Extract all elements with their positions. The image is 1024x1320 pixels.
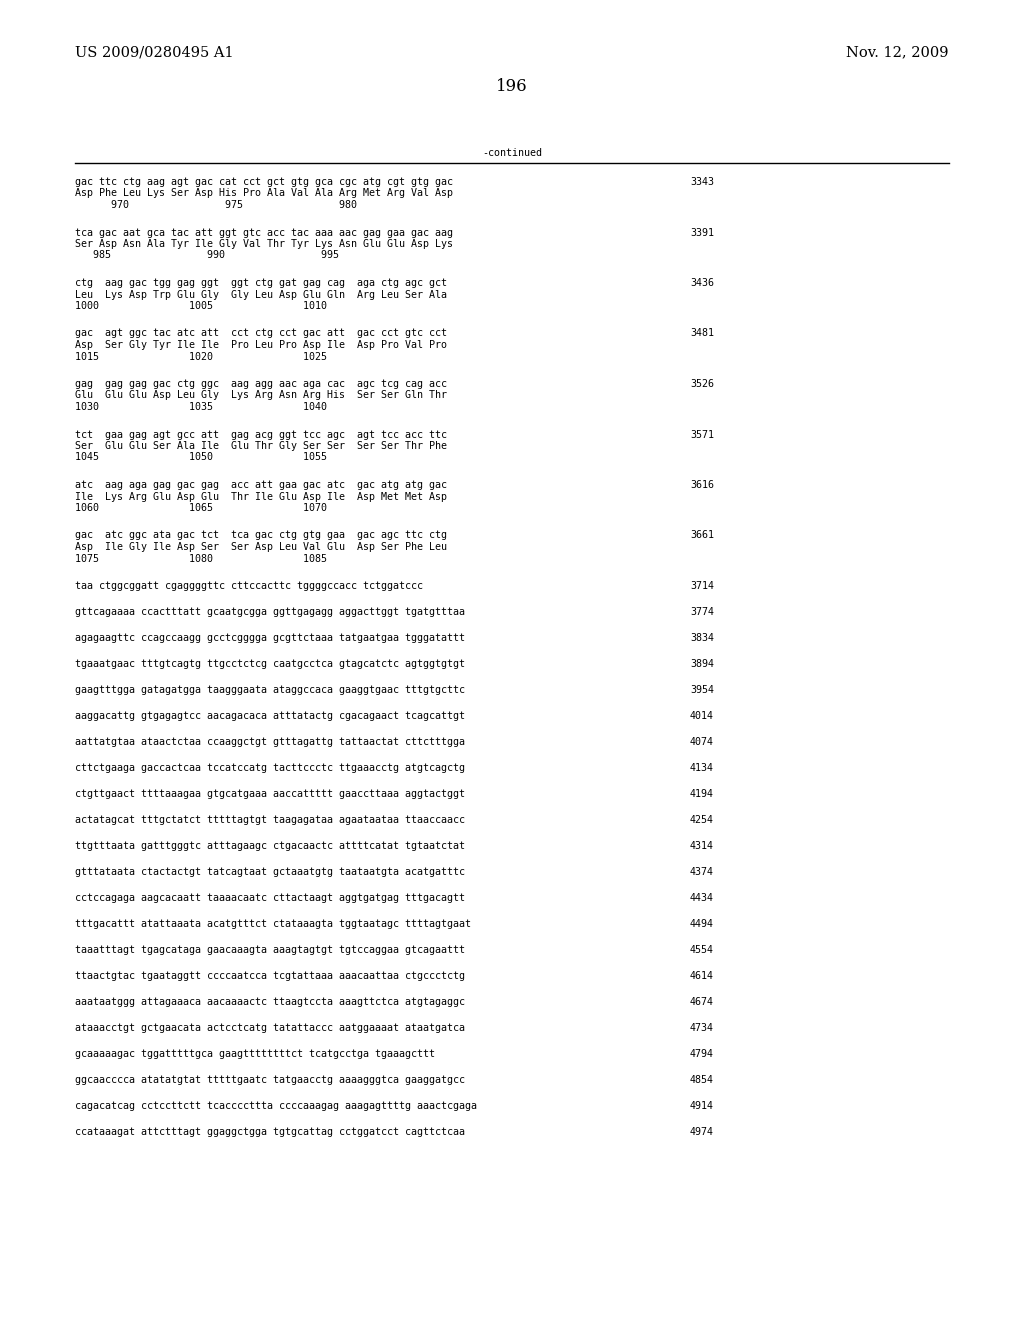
- Text: 4434: 4434: [690, 894, 714, 903]
- Text: 3391: 3391: [690, 227, 714, 238]
- Text: 4554: 4554: [690, 945, 714, 954]
- Text: ccataaagat attctttagt ggaggctgga tgtgcattag cctggatcct cagttctcaa: ccataaagat attctttagt ggaggctgga tgtgcat…: [75, 1127, 465, 1137]
- Text: 3616: 3616: [690, 480, 714, 490]
- Text: cagacatcag cctccttctt tcaccccttta ccccaaagag aaagagttttg aaactcgaga: cagacatcag cctccttctt tcaccccttta ccccaa…: [75, 1101, 477, 1111]
- Text: 4614: 4614: [690, 972, 714, 981]
- Text: ttaactgtac tgaataggtt ccccaatcca tcgtattaaa aaacaattaa ctgccctctg: ttaactgtac tgaataggtt ccccaatcca tcgtatt…: [75, 972, 465, 981]
- Text: Ser Asp Asn Ala Tyr Ile Gly Val Thr Tyr Lys Asn Glu Glu Asp Lys: Ser Asp Asn Ala Tyr Ile Gly Val Thr Tyr …: [75, 239, 453, 249]
- Text: tttgacattt atattaaata acatgtttct ctataaagta tggtaatagc ttttagtgaat: tttgacattt atattaaata acatgtttct ctataaa…: [75, 919, 471, 929]
- Text: ctgttgaact ttttaaagaa gtgcatgaaa aaccattttt gaaccttaaa aggtactggt: ctgttgaact ttttaaagaa gtgcatgaaa aaccatt…: [75, 789, 465, 799]
- Text: gac ttc ctg aag agt gac cat cct gct gtg gca cgc atg cgt gtg gac: gac ttc ctg aag agt gac cat cct gct gtg …: [75, 177, 453, 187]
- Text: gac  agt ggc tac atc att  cct ctg cct gac att  gac cct gtc cct: gac agt ggc tac atc att cct ctg cct gac …: [75, 329, 447, 338]
- Text: 4794: 4794: [690, 1049, 714, 1059]
- Text: 3894: 3894: [690, 659, 714, 669]
- Text: Asp  Ser Gly Tyr Ile Ile  Pro Leu Pro Asp Ile  Asp Pro Val Pro: Asp Ser Gly Tyr Ile Ile Pro Leu Pro Asp …: [75, 341, 447, 350]
- Text: 1000               1005               1010: 1000 1005 1010: [75, 301, 327, 312]
- Text: Nov. 12, 2009: Nov. 12, 2009: [847, 45, 949, 59]
- Text: -continued: -continued: [482, 148, 542, 158]
- Text: ataaacctgt gctgaacata actcctcatg tatattaccc aatggaaaat ataatgatca: ataaacctgt gctgaacata actcctcatg tatatta…: [75, 1023, 465, 1034]
- Text: Glu  Glu Glu Asp Leu Gly  Lys Arg Asn Arg His  Ser Ser Gln Thr: Glu Glu Glu Asp Leu Gly Lys Arg Asn Arg …: [75, 391, 447, 400]
- Text: 3571: 3571: [690, 429, 714, 440]
- Text: tgaaatgaac tttgtcagtg ttgcctctcg caatgcctca gtagcatctc agtggtgtgt: tgaaatgaac tttgtcagtg ttgcctctcg caatgcc…: [75, 659, 465, 669]
- Text: aaggacattg gtgagagtcc aacagacaca atttatactg cgacagaact tcagcattgt: aaggacattg gtgagagtcc aacagacaca atttata…: [75, 711, 465, 721]
- Text: gag  gag gag gac ctg ggc  aag agg aac aga cac  agc tcg cag acc: gag gag gag gac ctg ggc aag agg aac aga …: [75, 379, 447, 389]
- Text: ttgtttaata gatttgggtc atttagaagc ctgacaactc attttcatat tgtaatctat: ttgtttaata gatttgggtc atttagaagc ctgacaa…: [75, 841, 465, 851]
- Text: Leu  Lys Asp Trp Glu Gly  Gly Leu Asp Glu Gln  Arg Leu Ser Ala: Leu Lys Asp Trp Glu Gly Gly Leu Asp Glu …: [75, 289, 447, 300]
- Text: 3343: 3343: [690, 177, 714, 187]
- Text: 4674: 4674: [690, 997, 714, 1007]
- Text: ggcaacccca atatatgtat tttttgaatc tatgaacctg aaaagggtca gaaggatgcc: ggcaacccca atatatgtat tttttgaatc tatgaac…: [75, 1074, 465, 1085]
- Text: gttcagaaaa ccactttatt gcaatgcgga ggttgagagg aggacttggt tgatgtttaa: gttcagaaaa ccactttatt gcaatgcgga ggttgag…: [75, 607, 465, 616]
- Text: 1060               1065               1070: 1060 1065 1070: [75, 503, 327, 513]
- Text: Asp Phe Leu Lys Ser Asp His Pro Ala Val Ala Arg Met Arg Val Asp: Asp Phe Leu Lys Ser Asp His Pro Ala Val …: [75, 189, 453, 198]
- Text: US 2009/0280495 A1: US 2009/0280495 A1: [75, 45, 233, 59]
- Text: 3661: 3661: [690, 531, 714, 540]
- Text: tca gac aat gca tac att ggt gtc acc tac aaa aac gag gaa gac aag: tca gac aat gca tac att ggt gtc acc tac …: [75, 227, 453, 238]
- Text: 3834: 3834: [690, 634, 714, 643]
- Text: gaagtttgga gatagatgga taagggaata ataggccaca gaaggtgaac tttgtgcttc: gaagtttgga gatagatgga taagggaata ataggcc…: [75, 685, 465, 696]
- Text: 3526: 3526: [690, 379, 714, 389]
- Text: atc  aag aga gag gac gag  acc att gaa gac atc  gac atg atg gac: atc aag aga gag gac gag acc att gaa gac …: [75, 480, 447, 490]
- Text: 4854: 4854: [690, 1074, 714, 1085]
- Text: 3481: 3481: [690, 329, 714, 338]
- Text: 4974: 4974: [690, 1127, 714, 1137]
- Text: 3714: 3714: [690, 581, 714, 591]
- Text: gac  atc ggc ata gac tct  tca gac ctg gtg gaa  gac agc ttc ctg: gac atc ggc ata gac tct tca gac ctg gtg …: [75, 531, 447, 540]
- Text: cttctgaaga gaccactcaa tccatccatg tacttccctc ttgaaacctg atgtcagctg: cttctgaaga gaccactcaa tccatccatg tacttcc…: [75, 763, 465, 774]
- Text: aattatgtaa ataactctaa ccaaggctgt gtttagattg tattaactat cttctttgga: aattatgtaa ataactctaa ccaaggctgt gtttaga…: [75, 737, 465, 747]
- Text: 985                990                995: 985 990 995: [75, 251, 339, 260]
- Text: 4014: 4014: [690, 711, 714, 721]
- Text: 1030               1035               1040: 1030 1035 1040: [75, 403, 327, 412]
- Text: Asp  Ile Gly Ile Asp Ser  Ser Asp Leu Val Glu  Asp Ser Phe Leu: Asp Ile Gly Ile Asp Ser Ser Asp Leu Val …: [75, 543, 447, 552]
- Text: 4134: 4134: [690, 763, 714, 774]
- Text: 4734: 4734: [690, 1023, 714, 1034]
- Text: gcaaaaagac tggatttttgca gaagttttttttct tcatgcctga tgaaagcttt: gcaaaaagac tggatttttgca gaagttttttttct t…: [75, 1049, 435, 1059]
- Text: 4914: 4914: [690, 1101, 714, 1111]
- Text: 1015               1020               1025: 1015 1020 1025: [75, 351, 327, 362]
- Text: 1075               1080               1085: 1075 1080 1085: [75, 553, 327, 564]
- Text: 3436: 3436: [690, 279, 714, 288]
- Text: agagaagttc ccagccaagg gcctcgggga gcgttctaaa tatgaatgaa tgggatattt: agagaagttc ccagccaagg gcctcgggga gcgttct…: [75, 634, 465, 643]
- Text: 4074: 4074: [690, 737, 714, 747]
- Text: 4494: 4494: [690, 919, 714, 929]
- Text: Ile  Lys Arg Glu Asp Glu  Thr Ile Glu Asp Ile  Asp Met Met Asp: Ile Lys Arg Glu Asp Glu Thr Ile Glu Asp …: [75, 491, 447, 502]
- Text: ctg  aag gac tgg gag ggt  ggt ctg gat gag cag  aga ctg agc gct: ctg aag gac tgg gag ggt ggt ctg gat gag …: [75, 279, 447, 288]
- Text: 4374: 4374: [690, 867, 714, 876]
- Text: actatagcat tttgctatct tttttagtgt taagagataa agaataataa ttaaccaacc: actatagcat tttgctatct tttttagtgt taagaga…: [75, 814, 465, 825]
- Text: Ser  Glu Glu Ser Ala Ile  Glu Thr Gly Ser Ser  Ser Ser Thr Phe: Ser Glu Glu Ser Ala Ile Glu Thr Gly Ser …: [75, 441, 447, 451]
- Text: 4314: 4314: [690, 841, 714, 851]
- Text: 4194: 4194: [690, 789, 714, 799]
- Text: taaatttagt tgagcataga gaacaaagta aaagtagtgt tgtccaggaa gtcagaattt: taaatttagt tgagcataga gaacaaagta aaagtag…: [75, 945, 465, 954]
- Text: gtttataata ctactactgt tatcagtaat gctaaatgtg taataatgta acatgatttc: gtttataata ctactactgt tatcagtaat gctaaat…: [75, 867, 465, 876]
- Text: aaataatggg attagaaaca aacaaaactc ttaagtccta aaagttctca atgtagaggc: aaataatggg attagaaaca aacaaaactc ttaagtc…: [75, 997, 465, 1007]
- Text: tct  gaa gag agt gcc att  gag acg ggt tcc agc  agt tcc acc ttc: tct gaa gag agt gcc att gag acg ggt tcc …: [75, 429, 447, 440]
- Text: 4254: 4254: [690, 814, 714, 825]
- Text: 3954: 3954: [690, 685, 714, 696]
- Text: taa ctggcggatt cgaggggttc cttccacttc tggggccacc tctggatccc: taa ctggcggatt cgaggggttc cttccacttc tgg…: [75, 581, 423, 591]
- Text: 3774: 3774: [690, 607, 714, 616]
- Text: cctccagaga aagcacaatt taaaacaatc cttactaagt aggtgatgag tttgacagtt: cctccagaga aagcacaatt taaaacaatc cttacta…: [75, 894, 465, 903]
- Text: 970                975                980: 970 975 980: [75, 201, 357, 210]
- Text: 196: 196: [497, 78, 527, 95]
- Text: 1045               1050               1055: 1045 1050 1055: [75, 453, 327, 462]
